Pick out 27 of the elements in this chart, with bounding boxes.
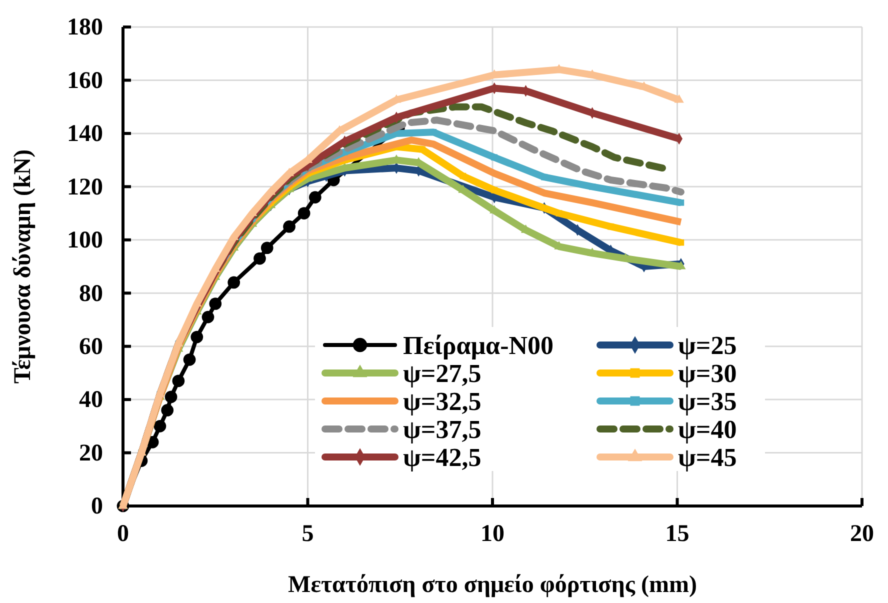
x-tick-label: 5: [302, 521, 314, 548]
x-tick-label: 0: [117, 521, 129, 548]
x-tick-label: 15: [665, 521, 690, 548]
legend-label: ψ=27,5: [403, 359, 482, 388]
y-tick-label: 60: [79, 334, 103, 360]
legend-label: ψ=32,5: [403, 387, 482, 416]
legend-label: ψ=37,5: [403, 415, 482, 444]
y-axis-title: Τέμνουσα δύναμη (kN): [10, 149, 36, 384]
legend-label: ψ=35: [678, 387, 737, 416]
y-tick-label: 160: [67, 68, 103, 94]
legend-label: ψ=40: [678, 415, 737, 444]
legend-label: Πείραμα-N00: [403, 331, 554, 360]
y-tick-label: 0: [91, 494, 103, 520]
legend-label: ψ=42,5: [403, 443, 482, 472]
legend-label: ψ=45: [678, 443, 737, 472]
legend-label: ψ=30: [678, 359, 737, 388]
y-tick-label: 20: [79, 440, 103, 466]
legend-label: ψ=25: [678, 331, 737, 360]
y-tick-label: 180: [67, 14, 103, 41]
y-tick-label: 120: [67, 174, 103, 200]
y-tick-label: 100: [67, 228, 103, 254]
y-tick-label: 40: [79, 387, 103, 414]
y-tick-label: 80: [79, 280, 103, 307]
x-tick-label: 10: [480, 521, 504, 548]
x-tick-label: 20: [850, 521, 874, 548]
y-tick-label: 140: [67, 121, 103, 148]
x-axis-title: Μετατόπιση στο σημείο φόρτισης (mm): [288, 572, 697, 598]
